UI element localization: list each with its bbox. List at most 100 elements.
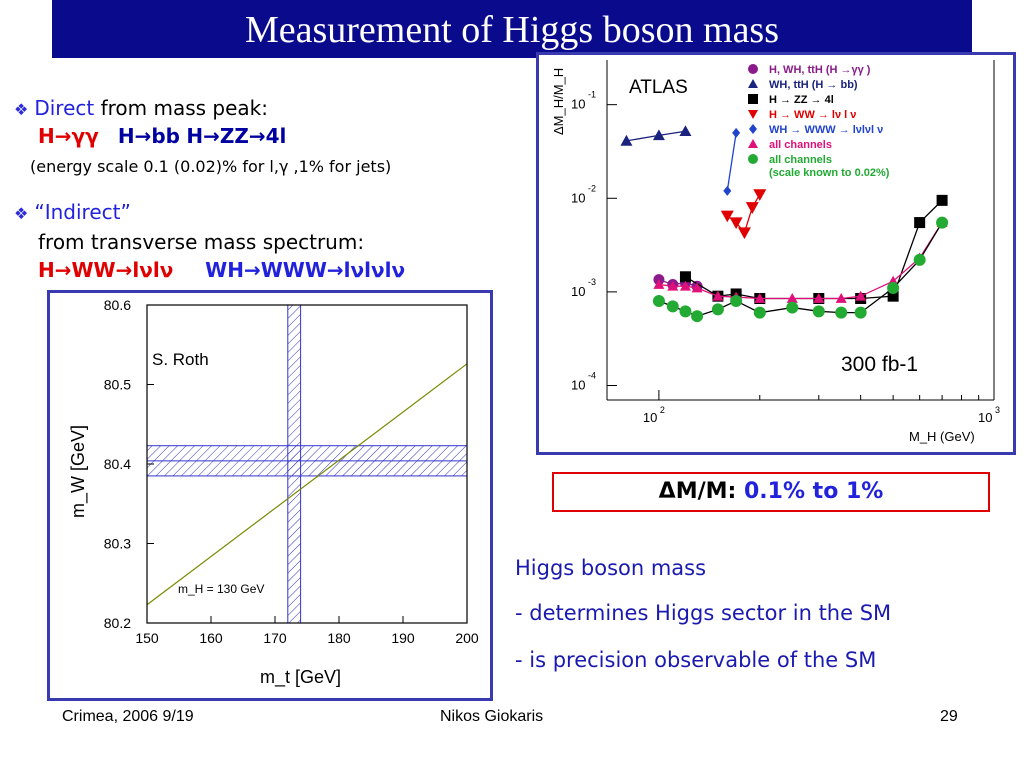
y-tick-exponent: -2 [588, 183, 596, 193]
atlas-resolution-plot-panel: 10 -1 10 -2 10 -3 10 -4 10 2 10 3 ATLAS 300 fb-1 M_… [536, 52, 1016, 455]
y-tick-label: 10 [571, 377, 585, 392]
plot-frame [146, 304, 468, 624]
mw-prediction-line [146, 363, 468, 606]
legend-marker [749, 124, 757, 134]
data-point [835, 306, 848, 319]
data-point [730, 294, 743, 307]
slide-title: Measurement of Higgs boson mass [244, 9, 780, 51]
data-point [620, 134, 633, 146]
diamond-bullet-icon: ❖ [14, 100, 29, 119]
legend-label: all channels [769, 154, 832, 166]
data-point [653, 278, 665, 289]
legend-label: WH, ttH (H → bb) [769, 79, 858, 91]
data-point [691, 310, 704, 323]
x-axis-label: m_t [GeV] [260, 667, 341, 688]
channel-h-ww: H→WW→lνlν [38, 258, 174, 282]
data-point [754, 292, 766, 303]
data-point [753, 189, 767, 201]
indirect-channels: H→WW→lνlν WH→WWW→lνlνlν [38, 258, 405, 282]
data-point [729, 217, 743, 230]
y-tick-label: 80.6 [104, 297, 131, 313]
legend-label: (scale known to 0.02%) [769, 167, 890, 179]
data-point [679, 280, 691, 291]
direct-keyword: Direct [34, 96, 95, 120]
legend-label: H → ZZ → 4l [769, 94, 834, 106]
atlas-resolution-plot: 10-110-210-310-410 2 10 3 ATLAS 300 fb-1 M_… [551, 60, 1000, 444]
y-tick-exponent: -3 [588, 277, 596, 287]
y-tick-label: 80.4 [104, 456, 131, 472]
legend-marker [748, 110, 758, 119]
data-point [786, 301, 799, 314]
data-point [691, 282, 703, 293]
x-tick-label: 200 [455, 630, 479, 646]
channel-h-bb: H→bb [117, 124, 180, 148]
y-tick-label: 10 [571, 97, 585, 112]
indirect-keyword: “Indirect” [34, 200, 131, 224]
y-tick-exponent: -1 [588, 90, 596, 100]
y-tick-label: 80.5 [104, 377, 131, 393]
y-tick-exponent: -4 [588, 370, 596, 380]
x-tick-exponent: 2 [660, 405, 665, 415]
title-bar: Measurement of Higgs boson mass [52, 0, 972, 58]
x-tick-exponent: 3 [995, 405, 1000, 415]
luminosity-label: 300 fb-1 [841, 353, 918, 376]
x-tick-label: 180 [327, 630, 351, 646]
y-tick-label: 80.2 [104, 615, 131, 631]
legend-label: H → WW → lν l ν [769, 109, 856, 121]
data-point [652, 129, 665, 141]
series-line [726, 132, 737, 191]
data-point [720, 210, 734, 223]
footer-center: Nikos Giokaris [440, 708, 544, 725]
data-point [936, 216, 949, 229]
legend-marker [748, 94, 758, 104]
footer-page-number: 29 [940, 708, 958, 725]
channel-h-gamma-gamma: H→γγ [38, 124, 99, 148]
legend-label: H, WH, ttH (H →γγ ) [769, 64, 871, 76]
mw-mt-plot: 150 160 170 180 190 200 80.2 80.3 80.4 80.5 80.6 S… [68, 297, 479, 688]
legend-marker [748, 139, 758, 148]
data-point [732, 127, 741, 138]
data-point [854, 306, 867, 319]
mw-mt-plot-panel: 150 160 170 180 190 200 80.2 80.3 80.4 80.5 80.6 S… [47, 290, 493, 701]
data-point [887, 290, 899, 302]
legend-marker [748, 79, 758, 88]
higgs-note-1: - determines Higgs sector in the SM [515, 601, 892, 625]
direct-channels: H→γγ H→bb H→ZZ→4l [38, 124, 286, 148]
x-tick-label: 190 [391, 630, 415, 646]
data-point [679, 305, 692, 318]
data-point [936, 194, 948, 206]
x-tick-label: 150 [135, 630, 159, 646]
data-point [786, 292, 798, 303]
series-line [658, 222, 943, 317]
plot-author: S. Roth [152, 350, 209, 369]
x-tick-label: 10 [978, 410, 992, 425]
y-axis-label: ΔM_H/M_H [551, 68, 566, 135]
data-point [745, 202, 759, 214]
data-point [723, 185, 732, 196]
legend-marker [748, 154, 758, 164]
diamond-bullet-icon: ❖ [14, 204, 29, 223]
data-point [753, 306, 766, 319]
legend-marker [748, 64, 758, 74]
legend-label: all channels [769, 139, 832, 151]
higgs-note-2: - is precision observable of the SM [515, 648, 877, 672]
data-point [855, 290, 867, 301]
bullet-direct: ❖ Direct from mass peak: [14, 96, 268, 122]
direct-text: from mass peak: [100, 96, 269, 120]
energy-scale-note: (energy scale 0.1 (0.02)% for l,γ ,1% fo… [30, 157, 392, 176]
data-point [913, 253, 926, 266]
mh-annotation: m_H = 130 GeV [178, 582, 264, 596]
data-point [679, 271, 691, 283]
y-tick-label: 80.3 [104, 536, 131, 552]
footer-left: Crimea, 2006 9/19 [62, 708, 194, 725]
bullet-indirect: ❖ “Indirect” [14, 200, 131, 226]
data-point [914, 217, 926, 229]
data-point [679, 125, 692, 137]
x-axis-label: M_H (GeV) [909, 429, 975, 444]
data-point [711, 303, 724, 316]
x-tick-label: 160 [199, 630, 223, 646]
y-tick-label: 10 [571, 190, 585, 205]
result-label: ΔM/M: [658, 479, 737, 504]
series-line [658, 279, 698, 287]
data-point [652, 294, 665, 307]
